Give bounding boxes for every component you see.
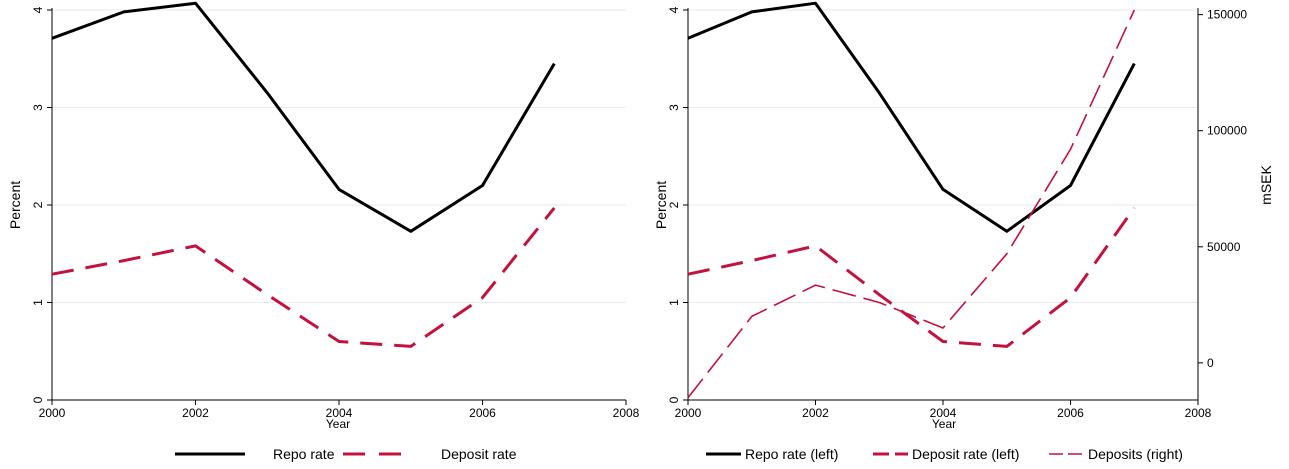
right-y-axis-title: Percent [653,181,669,229]
left-x-axis-title: Year [326,417,350,431]
y-tick-label: 3 [31,104,45,111]
legend-label: Deposits (right) [1088,446,1183,462]
y-tick-label: 2 [667,201,681,208]
x-tick-label: 2004 [326,406,353,420]
left-chart-panel: Percent Year 0 1 2 3 4 2000 2002 2004 2006 2008 Re… [7,1,640,462]
y2-tick-label: 100000 [1207,124,1247,138]
y-tick-label: 2 [31,201,45,208]
y2-tick-label: 0 [1207,356,1214,370]
y-tick-label: 3 [667,104,681,111]
x-tick-label: 2002 [802,406,829,420]
x-tick-label: 2002 [182,406,209,420]
y-tick-label: 0 [667,396,681,403]
x-tick-label: 2000 [39,406,66,420]
x-tick-label: 2006 [469,406,496,420]
right-chart-panel: Percent mSEK Year 0 1 2 3 4 2000 2002 2004 2006 2… [653,1,1274,462]
x-tick-label: 2004 [930,406,957,420]
y-tick-label: 4 [667,6,681,13]
y2-tick-label: 150000 [1207,8,1247,22]
y-tick-label: 1 [31,299,45,306]
y-tick-label: 0 [31,396,45,403]
y-tick-label: 1 [667,299,681,306]
x-tick-label: 2008 [1185,406,1212,420]
series-line-0 [51,1,556,233]
right-x-axis-title: Year [932,417,956,431]
x-tick-label: 2000 [675,406,702,420]
x-tick-label: 2008 [613,406,640,420]
series-line-1 [687,207,1136,348]
legend-label: Deposit rate [441,446,517,462]
legend-label: Deposit rate (left) [912,446,1019,462]
left-y-axis-title: Percent [7,181,23,229]
y-tick-label: 4 [31,6,45,13]
series-line-0 [687,1,1136,233]
y2-tick-label: 50000 [1207,240,1241,254]
right-y2-axis-title: mSEK [1258,165,1274,205]
series-line-2 [687,9,1136,399]
x-tick-label: 2006 [1057,406,1084,420]
series-line-1 [51,206,556,348]
legend-label: Repo rate (left) [745,446,838,462]
legend-label: Repo rate [273,446,335,462]
